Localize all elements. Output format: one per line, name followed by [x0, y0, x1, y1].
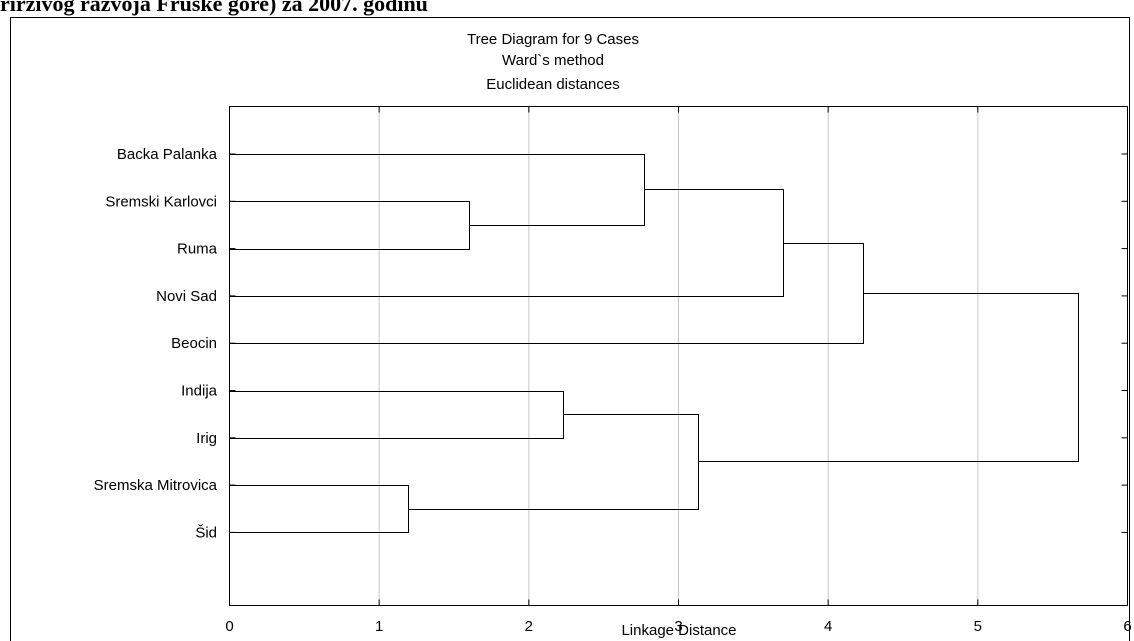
dendrogram-link — [229, 189, 784, 297]
chart-title-line-3: Euclidean distances — [486, 76, 619, 93]
x-tick-label: 4 — [824, 618, 832, 635]
x-tick-label: 3 — [674, 618, 682, 635]
chart-panel-border — [10, 17, 1130, 641]
x-tick-labels: 0 1 2 3 4 5 6 — [225, 618, 1131, 635]
leaf-label: Sremska Mitrovica — [94, 477, 218, 494]
x-tick-label: 6 — [1123, 618, 1131, 635]
leaf-label: Šid — [195, 524, 217, 541]
x-tick-label: 1 — [375, 618, 383, 635]
dendrogram-link — [408, 414, 699, 510]
leaf-label: Novi Sad — [156, 288, 217, 305]
leaf-label: Sremski Karlovci — [105, 193, 217, 210]
x-tick-label: 2 — [525, 618, 533, 635]
x-tick-label: 5 — [974, 618, 982, 635]
dendrogram-link — [229, 485, 409, 533]
leaf-label: Ruma — [177, 241, 218, 258]
x-axis-label: Linkage Distance — [621, 622, 736, 639]
gridlines — [378, 106, 979, 606]
leaf-label: Indija — [181, 383, 218, 400]
leaf-label: Beocin — [171, 335, 217, 352]
dendrogram-link — [698, 293, 1079, 462]
dendrogram-links — [229, 154, 1079, 533]
leaf-labels: Backa Palanka Sremski Karlovci Ruma Novi Sa… — [94, 146, 218, 541]
leaf-label: Backa Palanka — [117, 146, 218, 163]
dendrogram-link — [229, 391, 564, 439]
chart-title-line-2: Ward`s method — [502, 52, 604, 69]
document-header-text: rirzivog razvoja Fruske gore) za 2007. g… — [0, 0, 428, 16]
leaf-label: Irig — [196, 430, 217, 447]
dendrogram-link — [229, 201, 470, 250]
dendrogram-link — [229, 154, 645, 226]
chart-title-line-1: Tree Diagram for 9 Cases — [467, 31, 639, 48]
dendrogram-link — [229, 243, 864, 344]
x-tick-label: 0 — [225, 618, 233, 635]
